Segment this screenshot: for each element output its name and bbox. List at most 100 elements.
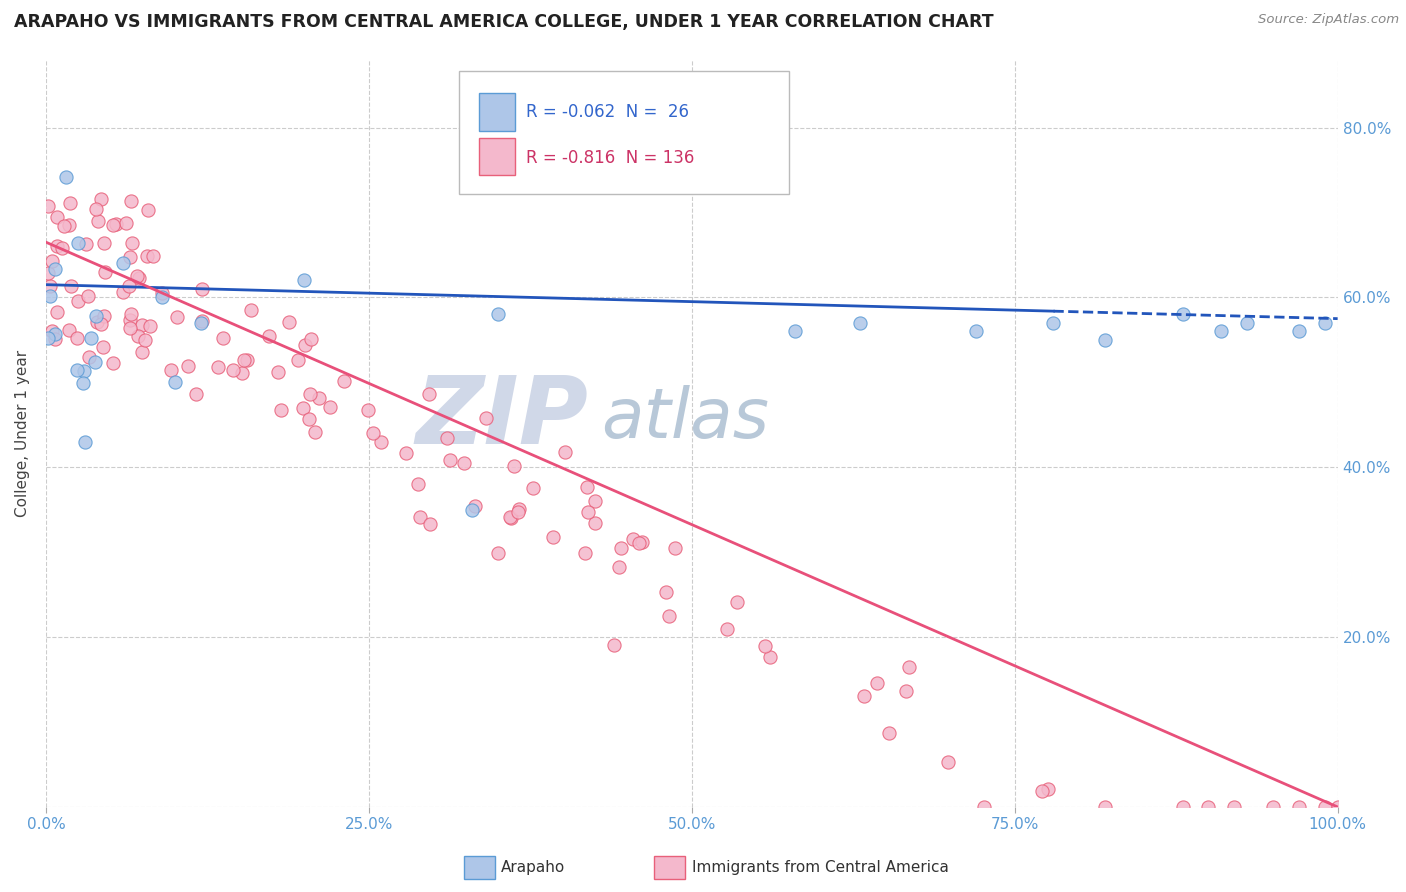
Point [231,366,253,380]
Point [291,401,314,416]
Point [211,331,233,345]
Point [72,376,94,391]
Point [131,345,153,359]
Point [93,235,115,250]
Point [121,236,143,251]
Point [541,530,564,544]
Point [318,400,340,414]
Point [486,546,509,560]
Point [973,800,995,814]
Point [159,362,181,376]
Point [299,332,322,346]
Point [259,329,281,343]
Point [120,250,142,264]
Point [936,755,959,769]
Text: Source: ZipAtlas.com: Source: ZipAtlas.com [1258,13,1399,27]
Point [165,376,187,390]
Point [554,444,576,458]
Point [73,364,96,378]
Point [1223,800,1246,814]
Point [150,285,173,300]
Point [896,684,918,698]
Point [287,352,309,367]
Point [610,541,633,555]
Point [44,327,66,342]
Point [60,278,83,293]
Point [53,219,76,233]
Point [1313,800,1336,814]
Text: ARAPAHO VS IMMIGRANTS FROM CENTRAL AMERICA COLLEGE, UNDER 1 YEAR CORRELATION CHA: ARAPAHO VS IMMIGRANTS FROM CENTRAL AMERI… [14,13,994,31]
Point [39,289,62,303]
Point [503,459,526,474]
Point [725,595,748,609]
Point [1171,800,1194,814]
Point [186,387,208,401]
Point [759,649,782,664]
Point [406,476,429,491]
Point [90,193,112,207]
Point [101,356,124,370]
Text: R = -0.062  N =  26: R = -0.062 N = 26 [526,103,689,121]
Point [522,482,544,496]
Point [1288,324,1310,338]
Point [576,505,599,519]
Point [853,690,876,704]
Point [409,509,432,524]
Point [37,331,59,345]
Point [1171,307,1194,321]
Point [1313,316,1336,330]
Point [41,324,63,338]
Point [308,391,330,405]
Point [1261,800,1284,814]
Point [77,350,100,364]
Point [574,546,596,560]
Point [453,456,475,470]
Point [44,261,66,276]
Point [84,202,107,217]
Point [664,541,686,555]
Point [1236,316,1258,330]
Point [118,313,141,327]
Point [609,559,631,574]
Point [142,249,165,263]
Point [332,374,354,388]
Point [1042,316,1064,330]
Point [866,675,889,690]
Point [419,516,441,531]
Point [93,309,115,323]
Point [134,333,156,347]
Point [120,321,142,335]
Point [39,279,62,293]
Y-axis label: College, Under 1 year: College, Under 1 year [15,350,30,516]
Point [114,216,136,230]
Point [86,315,108,329]
Point [94,265,117,279]
Point [138,202,160,217]
Point [716,623,738,637]
Point [66,235,89,250]
Point [127,329,149,343]
Point [127,268,149,283]
Point [370,435,392,450]
Point [222,362,245,376]
Point [37,199,59,213]
Point [66,363,89,377]
Point [104,217,127,231]
Point [75,236,97,251]
Point [278,315,301,329]
Point [86,213,108,227]
Point [508,502,530,516]
Point [91,340,114,354]
Point [66,331,89,345]
Point [1198,800,1220,814]
Point [139,319,162,334]
Point [627,536,650,550]
Point [363,425,385,440]
Point [461,502,484,516]
Point [135,249,157,263]
Point [101,218,124,232]
FancyBboxPatch shape [460,70,789,194]
Point [754,639,776,653]
Point [1211,324,1233,338]
Point [112,285,135,299]
